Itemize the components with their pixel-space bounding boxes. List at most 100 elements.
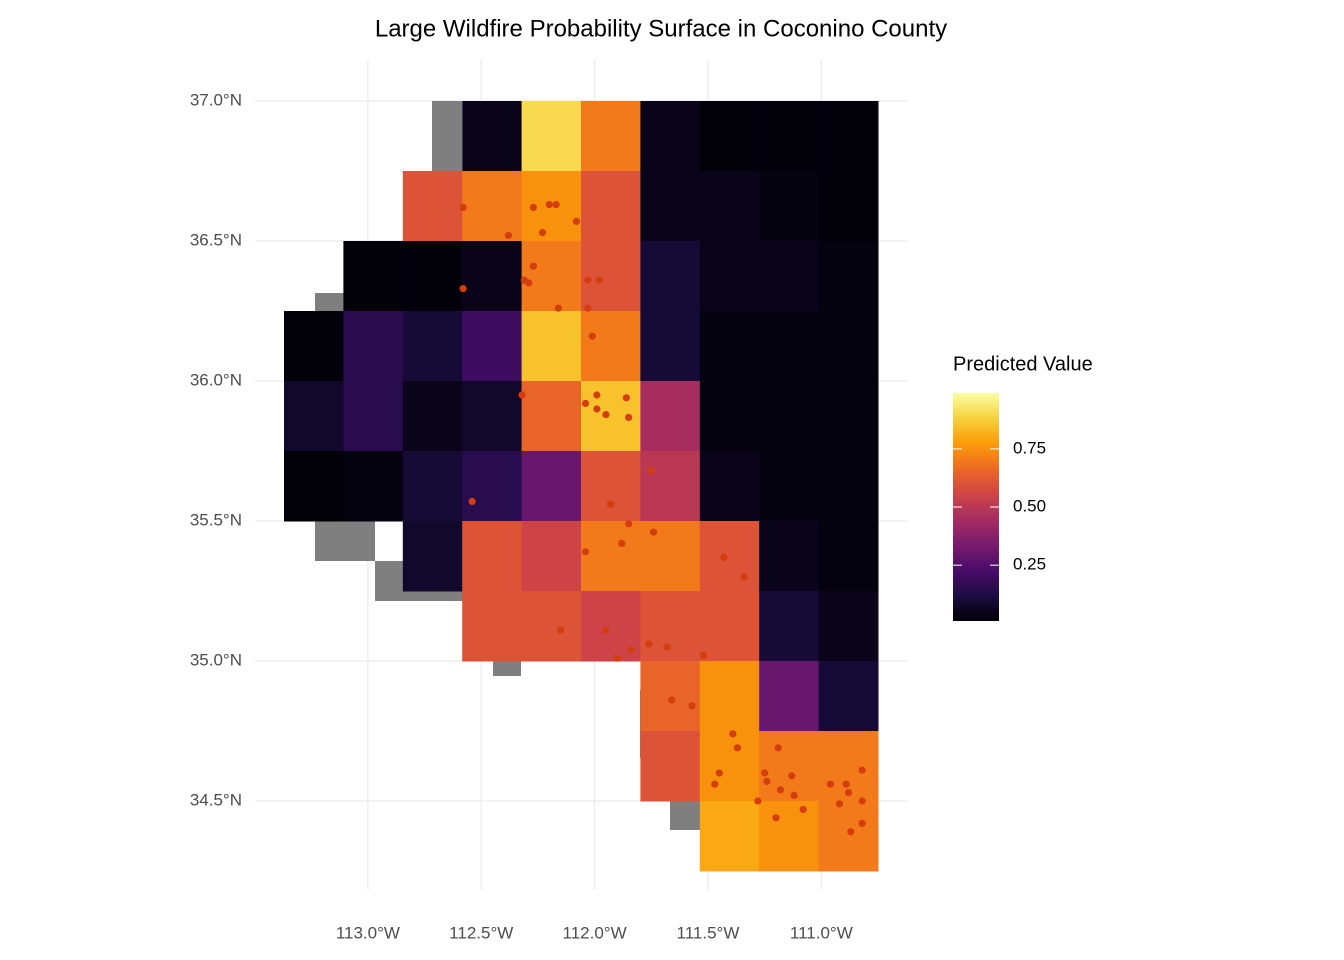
legend: 0.25 0.50 0.75: [953, 393, 1046, 621]
fire-point: [459, 285, 467, 293]
fire-point: [668, 696, 676, 704]
y-tick-label: 35.0°N: [190, 650, 242, 669]
fire-point: [858, 819, 866, 828]
raster-cell: [521, 311, 582, 382]
raster-cell: [818, 311, 879, 382]
fire-point: [842, 780, 850, 788]
fire-point: [847, 828, 855, 836]
raster-cell: [818, 241, 879, 312]
raster-cell: [699, 101, 760, 172]
fire-point: [776, 786, 785, 794]
raster-cell: [699, 241, 760, 312]
raster-cell: [759, 171, 820, 242]
fire-point: [763, 777, 771, 786]
fire-point: [613, 654, 621, 662]
fire-point: [602, 411, 610, 419]
raster-cell: [699, 171, 760, 242]
fire-point: [774, 744, 782, 752]
fire-point: [688, 702, 696, 710]
raster-cell: [462, 311, 523, 382]
fire-point: [835, 800, 844, 808]
fire-point: [554, 304, 562, 312]
raster-cell: [818, 591, 879, 662]
raster-cell: [581, 451, 641, 522]
fire-point: [556, 626, 565, 634]
x-tick-label: 113.0°W: [336, 923, 400, 942]
fire-point: [844, 789, 853, 797]
fire-point: [711, 780, 719, 788]
fire-point: [584, 304, 592, 312]
raster-cell: [521, 521, 582, 592]
fire-point: [788, 772, 796, 780]
fire-point: [459, 203, 467, 211]
fire-point: [468, 497, 476, 505]
raster-cell: [640, 661, 701, 732]
fire-point: [858, 766, 866, 774]
raster-cell: [521, 591, 582, 662]
fire-point: [618, 539, 626, 548]
fire-point: [799, 805, 807, 814]
fire-point: [826, 780, 834, 788]
raster-cell: [402, 241, 463, 312]
fire-point: [699, 651, 708, 660]
y-tick-label: 34.5°N: [190, 790, 242, 809]
raster-cell: [759, 381, 820, 452]
fire-point: [593, 405, 601, 413]
raster-cell: [581, 101, 641, 172]
raster-cell: [759, 801, 820, 872]
raster-cell: [462, 101, 523, 172]
raster-cell: [759, 101, 820, 172]
fire-point: [663, 643, 671, 651]
fire-point: [772, 814, 780, 822]
raster-cell: [284, 381, 344, 452]
raster-cell: [284, 311, 344, 382]
raster-cell: [759, 311, 820, 382]
fire-point: [754, 797, 762, 805]
raster-cell: [343, 311, 404, 382]
raster-cell: [699, 521, 760, 592]
raster-cell: [343, 381, 404, 452]
fire-point: [581, 399, 590, 407]
raster-cell: [818, 801, 879, 872]
raster-cell: [640, 101, 701, 172]
raster-cell: [402, 171, 463, 242]
raster-cell: [699, 451, 760, 522]
raster-cell: [462, 521, 523, 592]
raster-cell: [818, 381, 879, 452]
fire-point: [581, 548, 590, 556]
fire-point: [858, 797, 866, 805]
fire-point: [588, 332, 596, 340]
chart-title: Large Wildfire Probability Surface in Co…: [375, 15, 947, 42]
raster-cell: [521, 381, 582, 452]
raster-cell: [640, 171, 701, 242]
raster-cell: [640, 521, 701, 592]
y-tick-label: 35.5°N: [190, 510, 242, 529]
raster-cell: [521, 241, 582, 312]
x-tick-label: 111.0°W: [790, 923, 853, 942]
raster-cell: [640, 311, 701, 382]
x-tick-label: 111.5°W: [677, 923, 740, 942]
fire-point: [647, 467, 655, 475]
raster-cell: [581, 311, 641, 382]
fire-point: [790, 791, 798, 800]
raster-cell: [759, 451, 820, 522]
raster-cell: [640, 381, 701, 452]
fire-point: [625, 413, 633, 421]
fire-point: [715, 769, 723, 777]
raster-cell: [640, 591, 701, 662]
raster-cell: [699, 801, 760, 872]
raster-cell: [640, 731, 701, 802]
raster-cell: [818, 171, 879, 242]
raster-cell: [759, 241, 820, 312]
raster-cell: [759, 731, 820, 802]
fire-point: [584, 276, 592, 284]
raster: [284, 101, 879, 872]
fire-point: [572, 217, 581, 225]
raster-cell: [521, 451, 582, 522]
fire-point: [720, 553, 728, 562]
raster-cell: [699, 311, 760, 382]
x-tick-label: 112.0°W: [563, 923, 627, 942]
fire-point: [552, 201, 560, 209]
fire-point: [525, 279, 533, 287]
y-tick-label: 36.0°N: [190, 370, 242, 389]
